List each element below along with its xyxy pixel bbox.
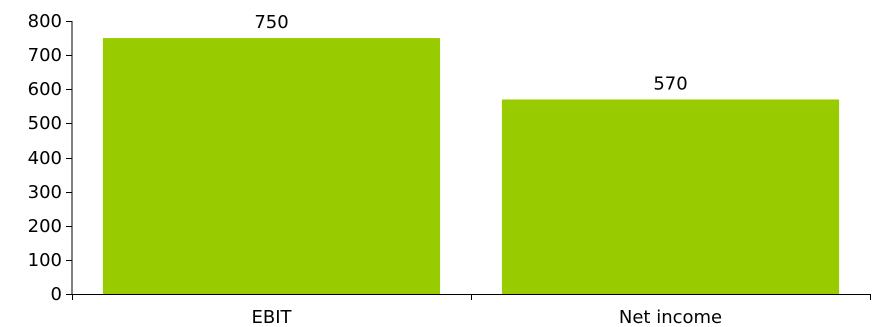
data-label: 750 — [254, 12, 288, 33]
bars — [102, 38, 840, 294]
y-tick-label: 100 — [28, 250, 62, 271]
y-tick-label: 500 — [28, 113, 62, 134]
y-tick-label: 800 — [28, 11, 62, 32]
x-tick-label: Net income — [619, 307, 722, 327]
x-axis: EBIT Net income — [72, 294, 871, 327]
data-label: 570 — [653, 73, 687, 94]
bar — [102, 38, 441, 294]
y-axis: 0 100 200 300 400 500 600 700 800 — [28, 11, 73, 305]
x-tick-label: EBIT — [251, 307, 292, 327]
y-tick-label: 0 — [51, 284, 62, 305]
bar — [501, 99, 840, 294]
y-tick-label: 700 — [28, 45, 62, 66]
y-tick-label: 400 — [28, 148, 62, 169]
y-tick-label: 300 — [28, 182, 62, 203]
y-tick-label: 200 — [28, 216, 62, 237]
y-tick-label: 600 — [28, 79, 62, 100]
data-labels: 750 570 — [254, 12, 687, 94]
